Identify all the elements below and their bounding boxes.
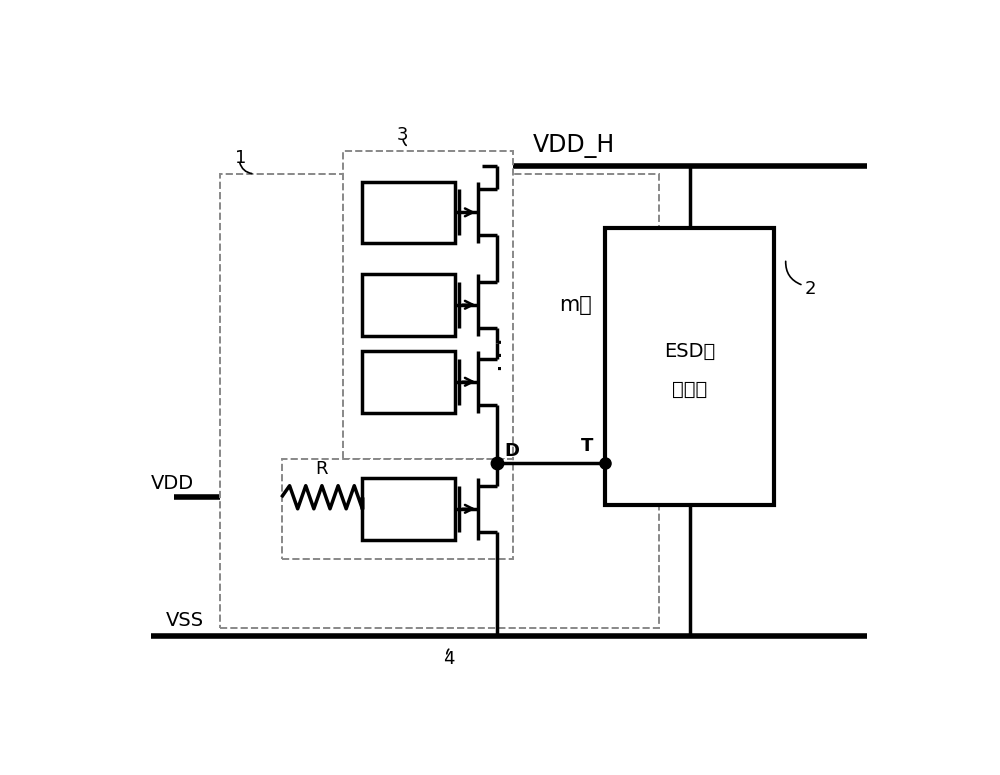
Text: 1: 1: [235, 150, 247, 167]
Text: VSS: VSS: [166, 611, 204, 630]
Text: T: T: [581, 437, 593, 455]
Bar: [362, 181, 455, 243]
Text: ESD保: ESD保: [664, 342, 715, 360]
Bar: [282, 459, 512, 559]
Text: 2: 2: [805, 281, 817, 298]
Text: 护器件: 护器件: [672, 380, 707, 399]
Bar: [343, 151, 512, 459]
Text: D: D: [505, 443, 520, 460]
Text: 4: 4: [443, 650, 455, 668]
Text: 3: 3: [397, 126, 409, 144]
Text: m个: m个: [559, 294, 591, 315]
Text: VDD: VDD: [151, 474, 194, 494]
Bar: [605, 228, 774, 505]
Text: . . .: . . .: [488, 338, 506, 371]
Bar: [362, 351, 455, 412]
Text: VDD_H: VDD_H: [533, 134, 615, 158]
Bar: [362, 478, 455, 539]
Bar: [220, 174, 659, 629]
Bar: [362, 274, 455, 336]
Text: R: R: [316, 460, 328, 478]
